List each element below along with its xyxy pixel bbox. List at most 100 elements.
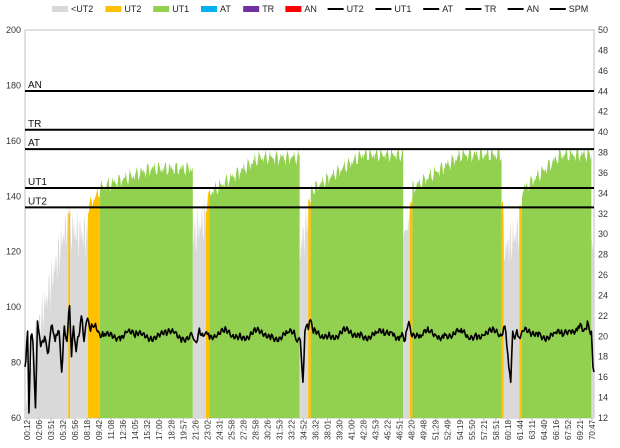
x-tick-6: 09:42: [95, 419, 104, 440]
y-left-tick-5: 160: [6, 136, 21, 146]
legend-swatch-2: [153, 6, 170, 12]
x-tick-15: 23:02: [203, 419, 212, 440]
legend-label-5: AN: [304, 4, 317, 14]
x-tick-28: 42:28: [360, 419, 369, 440]
y-right-tick-12: 36: [598, 168, 608, 178]
x-tick-26: 39:30: [336, 419, 345, 440]
hr-area-segment-19: [591, 238, 594, 418]
x-tick-23: 34:52: [299, 419, 308, 440]
legend-label-8: AT: [442, 4, 453, 14]
hr-area-segment-18: [521, 147, 592, 418]
x-tick-46: 69:21: [576, 419, 585, 440]
x-axis: 00:12 02:06 03:51 05:32 06:56 08:18 09:42 11:08…: [23, 418, 597, 440]
legend-label-6: UT2: [347, 4, 364, 14]
x-tick-19: 28:58: [251, 419, 260, 440]
y-left-tick-3: 120: [6, 247, 21, 257]
y-right-tick-16: 44: [598, 86, 608, 96]
x-tick-14: 21:26: [191, 419, 200, 440]
hr-area-segment-14: [412, 147, 502, 418]
spm-series: [24, 304, 595, 414]
chart-legend: <UT2 UT2 UT1 AT TR AN UT2 UT1 AT TR AN SPM: [52, 4, 588, 14]
x-tick-13: 19:57: [179, 419, 188, 440]
x-tick-7: 11:08: [107, 419, 116, 439]
x-tick-1: 02:06: [35, 419, 44, 440]
x-tick-32: 48:20: [408, 419, 417, 440]
x-tick-18: 27:28: [239, 419, 248, 440]
hr-area-segment-8: [209, 149, 300, 418]
x-tick-38: 57:21: [480, 419, 489, 440]
x-tick-3: 05:32: [59, 419, 68, 440]
x-tick-11: 17:00: [155, 419, 164, 440]
y-right-tick-11: 34: [598, 188, 608, 198]
y-right-tick-1: 14: [598, 393, 608, 403]
right-y-axis: 12 14 16 18 20 22 24 26 28 30 32 34 36 38 40 42 44 46 48 50: [598, 25, 608, 423]
hr-area-segment-17: [519, 204, 522, 418]
x-tick-9: 14:05: [131, 419, 140, 440]
ref-line-label-0: AN: [28, 80, 42, 91]
legend-swatch-4: [243, 6, 260, 12]
x-tick-29: 43:53: [372, 419, 381, 440]
x-tick-20: 30:26: [263, 419, 272, 440]
x-tick-0: 00:12: [23, 419, 32, 440]
x-tick-42: 63:11: [528, 419, 537, 439]
y-right-tick-18: 48: [598, 45, 608, 55]
hr-area-segment-15: [501, 200, 504, 418]
y-left-tick-0: 60: [11, 413, 21, 423]
y-left-tick-6: 180: [6, 80, 21, 90]
x-tick-44: 66:16: [552, 419, 561, 440]
y-right-tick-15: 42: [598, 107, 608, 117]
y-left-tick-7: 200: [6, 25, 21, 35]
x-tick-45: 67:52: [564, 419, 573, 440]
zone-reference-lines: AN TR AT UT1 UT2: [25, 80, 594, 209]
x-tick-21: 31:53: [275, 419, 284, 440]
hr-area-segment-12: [403, 209, 410, 418]
hr-area-segment-13: [409, 196, 413, 418]
y-right-tick-6: 24: [598, 290, 608, 300]
spm-line: [24, 304, 595, 414]
hr-area-segment-6: [192, 196, 206, 418]
x-tick-4: 06:56: [71, 419, 80, 440]
ref-line-label-2: AT: [28, 138, 40, 149]
y-right-tick-7: 26: [598, 270, 608, 280]
x-tick-24: 36:32: [312, 419, 321, 440]
x-tick-30: 45:22: [384, 419, 393, 440]
x-tick-8: 12:36: [119, 419, 128, 440]
hr-area-segment-1: [32, 196, 69, 418]
legend-label-0: <UT2: [71, 4, 93, 14]
legend-swatch-5: [285, 6, 302, 12]
y-right-tick-5: 22: [598, 311, 608, 321]
y-right-tick-13: 38: [598, 148, 608, 158]
legend-label-7: UT1: [394, 4, 411, 14]
legend-label-2: UT1: [172, 4, 189, 14]
x-tick-10: 15:32: [143, 419, 152, 440]
x-tick-35: 52:49: [444, 419, 453, 440]
legend-label-3: AT: [220, 4, 231, 14]
legend-label-4: TR: [262, 4, 274, 14]
legend-swatch-1: [105, 6, 122, 12]
y-left-tick-1: 80: [11, 358, 21, 368]
x-tick-37: 55:50: [468, 419, 477, 440]
y-right-tick-8: 28: [598, 250, 608, 260]
y-right-tick-3: 18: [598, 352, 608, 362]
x-tick-5: 08:18: [83, 419, 92, 440]
y-right-tick-19: 50: [598, 25, 608, 35]
y-right-tick-2: 16: [598, 372, 608, 382]
hr-area-segment-10: [308, 198, 311, 418]
legend-swatch-3: [201, 6, 217, 12]
x-tick-33: 49:48: [420, 419, 429, 440]
y-right-tick-14: 40: [598, 127, 608, 137]
hr-area-segment-3: [70, 205, 88, 418]
hr-area-segment-5: [99, 161, 193, 418]
y-right-tick-10: 32: [598, 209, 608, 219]
x-tick-36: 54:19: [456, 419, 465, 440]
x-tick-31: 46:51: [396, 419, 405, 440]
x-tick-47: 70:47: [588, 419, 597, 440]
legend-label-1: UT2: [124, 4, 141, 14]
y-right-tick-0: 12: [598, 413, 608, 423]
hr-area-segment-16: [503, 218, 520, 418]
hr-area-segment-7: [205, 191, 210, 418]
x-tick-2: 03:51: [47, 419, 56, 440]
x-tick-12: 18:28: [167, 419, 176, 440]
legend-label-11: SPM: [569, 4, 589, 14]
